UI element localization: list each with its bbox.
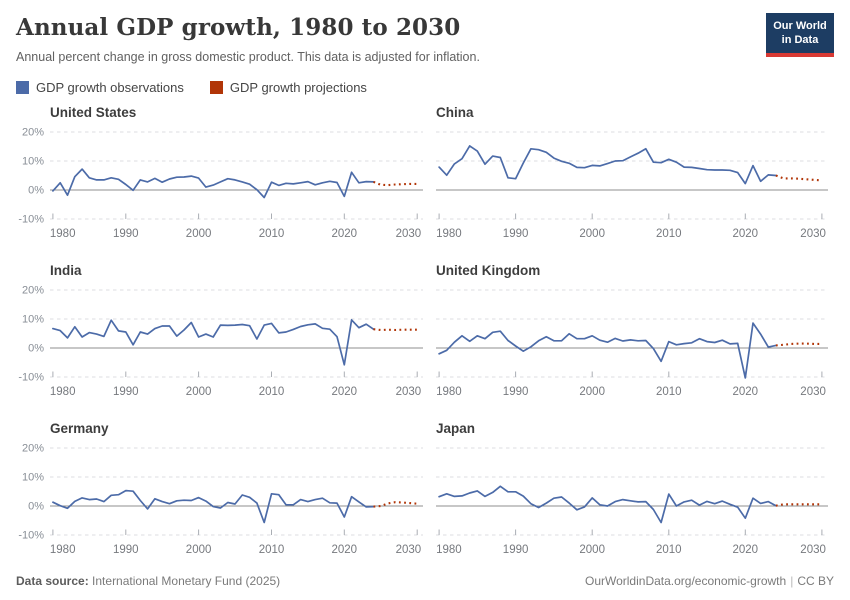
svg-text:1990: 1990 [503, 228, 529, 240]
svg-text:10%: 10% [22, 472, 44, 484]
chart-panel-india: India 20% 10% 0% -10% 1980 1990 2000 2010 2020 20… [16, 263, 430, 406]
line-chart-china[interactable]: 1980 1990 2000 2010 2020 2030 [430, 124, 834, 248]
data-source: Data source: International Monetary Fund… [16, 574, 280, 588]
svg-text:2020: 2020 [733, 544, 759, 556]
svg-text:2020: 2020 [733, 386, 759, 398]
legend-label-observations: GDP growth observations [36, 80, 184, 96]
svg-text:2020: 2020 [733, 228, 759, 240]
legend-item-observations[interactable]: GDP growth observations [16, 80, 184, 95]
chart-legend: GDP growth observations GDP growth proje… [16, 80, 834, 95]
svg-text:2000: 2000 [186, 544, 212, 556]
svg-text:2020: 2020 [332, 228, 358, 240]
svg-text:2030: 2030 [800, 228, 826, 240]
svg-text:2010: 2010 [259, 544, 285, 556]
observations-swatch-icon [16, 81, 29, 95]
svg-text:1980: 1980 [50, 386, 76, 398]
svg-text:2000: 2000 [579, 386, 605, 398]
svg-text:1980: 1980 [50, 544, 76, 556]
panel-title: United Kingdom [436, 263, 541, 279]
svg-text:1980: 1980 [436, 544, 462, 556]
chart-panel-china: China 1980 1990 2000 2010 2020 2030 [430, 105, 834, 248]
panel-title: Japan [436, 421, 476, 437]
panel-title: Germany [50, 421, 109, 437]
svg-text:20%: 20% [22, 127, 44, 139]
svg-text:-10%: -10% [18, 214, 44, 226]
license-label: CC BY [797, 574, 834, 588]
svg-text:2010: 2010 [656, 228, 682, 240]
svg-text:2030: 2030 [800, 544, 826, 556]
data-source-label: Data source: [16, 574, 89, 588]
svg-text:1980: 1980 [50, 228, 76, 240]
chart-header: Annual GDP growth, 1980 to 2030 Annual p… [0, 0, 850, 95]
svg-text:2010: 2010 [656, 386, 682, 398]
svg-text:0%: 0% [28, 343, 44, 355]
svg-text:2010: 2010 [259, 386, 285, 398]
legend-label-projections: GDP growth projections [229, 80, 367, 96]
projections-swatch-icon [209, 81, 223, 95]
chart-panel-japan: Japan 1980 1990 2000 2010 2020 2030 [430, 421, 834, 564]
svg-text:0%: 0% [28, 501, 44, 513]
svg-text:2000: 2000 [579, 228, 605, 240]
svg-text:1980: 1980 [436, 386, 462, 398]
svg-text:2030: 2030 [396, 544, 422, 556]
svg-text:10%: 10% [22, 156, 44, 168]
svg-text:10%: 10% [22, 314, 44, 326]
data-source-value: International Monetary Fund (2025) [92, 574, 281, 588]
svg-text:2020: 2020 [332, 386, 358, 398]
owid-logo[interactable]: Our World in Data [766, 13, 834, 57]
svg-text:1990: 1990 [113, 228, 139, 240]
svg-text:2010: 2010 [656, 544, 682, 556]
footer-separator: | [790, 574, 794, 588]
panel-title: India [50, 263, 82, 279]
owid-logo-red-bar [766, 52, 834, 57]
svg-text:1990: 1990 [503, 544, 529, 556]
legend-item-projections[interactable]: GDP growth projections [209, 80, 367, 96]
line-chart-united-states[interactable]: 20% 10% 0% -10% 1980 1990 2000 2010 2020 2030 [16, 124, 428, 248]
svg-text:-10%: -10% [18, 530, 44, 542]
chart-subtitle: Annual percent change in gross domestic … [16, 49, 480, 64]
facet-grid: United States 20% 10% 0% -10% 1980 1990 2000 20… [0, 105, 850, 564]
panel-title: United States [50, 105, 137, 121]
owid-link[interactable]: OurWorldinData.org/economic-growth [584, 574, 787, 588]
svg-text:2030: 2030 [396, 228, 422, 240]
svg-text:2000: 2000 [186, 386, 212, 398]
svg-text:2030: 2030 [396, 386, 422, 398]
footer-right: OurWorldinData.org/economic-growth | CC BY [585, 574, 834, 588]
svg-text:2000: 2000 [186, 228, 212, 240]
owid-logo-text: Our World in Data [766, 13, 834, 53]
svg-text:2020: 2020 [332, 544, 358, 556]
svg-text:-10%: -10% [18, 372, 44, 384]
svg-text:1990: 1990 [503, 386, 529, 398]
svg-text:2010: 2010 [259, 228, 285, 240]
panel-title: China [436, 105, 474, 121]
svg-text:0%: 0% [28, 185, 44, 197]
line-chart-japan[interactable]: 1980 1990 2000 2010 2020 2030 [430, 440, 834, 564]
line-chart-germany[interactable]: 20% 10% 0% -10% 1980 1990 2000 2010 2020 2030 [16, 440, 428, 564]
line-chart-united-kingdom[interactable]: 1980 1990 2000 2010 2020 2030 [430, 282, 834, 406]
line-chart-india[interactable]: 20% 10% 0% -10% 1980 1990 2000 2010 2020 2030 [16, 282, 428, 406]
page-title: Annual GDP growth, 1980 to 2030 [16, 14, 461, 41]
chart-footer: Data source: International Monetary Fund… [16, 574, 834, 588]
svg-text:1980: 1980 [436, 228, 462, 240]
svg-text:20%: 20% [22, 285, 44, 297]
svg-text:20%: 20% [22, 443, 44, 455]
chart-panel-united-states: United States 20% 10% 0% -10% 1980 1990 2000 20… [16, 105, 430, 248]
svg-text:2030: 2030 [800, 386, 826, 398]
chart-panel-germany: Germany 20% 10% 0% -10% 1980 1990 2000 2010 2020… [16, 421, 430, 564]
chart-panel-united-kingdom: United Kingdom 1980 1990 2000 2010 2020 2030 [430, 263, 834, 406]
svg-text:2000: 2000 [579, 544, 605, 556]
svg-text:1990: 1990 [113, 386, 139, 398]
svg-text:1990: 1990 [113, 544, 139, 556]
